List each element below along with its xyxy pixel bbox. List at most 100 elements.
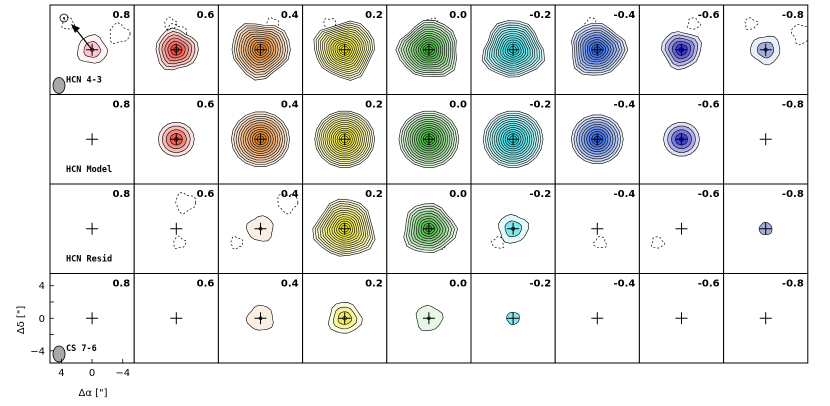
velocity-label: -0.6 bbox=[698, 189, 720, 200]
panel: 0.2 bbox=[302, 94, 388, 185]
negative-contour bbox=[790, 23, 808, 46]
velocity-label: -0.8 bbox=[782, 279, 804, 290]
panel: -0.8 bbox=[723, 183, 809, 274]
velocity-label: -0.8 bbox=[782, 189, 804, 200]
panel: -0.6 bbox=[638, 4, 725, 95]
panel-content bbox=[312, 198, 376, 257]
panel: 0.0 bbox=[386, 4, 472, 95]
panel: 0.8 HCN Model bbox=[49, 94, 135, 185]
center-cross bbox=[591, 222, 604, 235]
panel: 0.4 bbox=[217, 183, 304, 274]
center-cross bbox=[338, 133, 351, 146]
negative-contour bbox=[61, 16, 76, 30]
velocity-label: 0.6 bbox=[197, 100, 215, 111]
center-cross bbox=[507, 43, 520, 56]
row-hcn-resid: 0.8 HCN Resid 0.6 0.4 0.2 0.0 -0.2 -0.4 -0.6 -0.8 bbox=[49, 183, 809, 274]
center-cross bbox=[591, 312, 604, 325]
panel: 0.6 bbox=[133, 273, 219, 364]
panel: -0.4 bbox=[554, 4, 640, 95]
center-cross bbox=[507, 133, 520, 146]
negative-contour bbox=[686, 17, 701, 30]
center-cross bbox=[759, 222, 772, 235]
beam-ellipse bbox=[52, 77, 66, 94]
center-cross bbox=[254, 312, 267, 325]
panel-content bbox=[663, 122, 700, 157]
panel: 0.0 bbox=[386, 94, 472, 185]
velocity-label: -0.8 bbox=[782, 100, 804, 111]
panel: 0.2 bbox=[302, 4, 388, 95]
center-cross bbox=[254, 43, 267, 56]
velocity-label: 0.8 bbox=[112, 189, 130, 200]
center-cross bbox=[86, 222, 99, 235]
center-cross bbox=[675, 312, 688, 325]
negative-contour bbox=[323, 18, 337, 31]
panel: -0.8 bbox=[723, 4, 809, 95]
center-cross bbox=[422, 43, 435, 56]
velocity-label: -0.2 bbox=[529, 10, 551, 21]
velocity-label: 0.8 bbox=[112, 279, 130, 290]
center-cross bbox=[338, 222, 351, 235]
panel-content bbox=[245, 304, 274, 331]
velocity-label: -0.4 bbox=[614, 10, 636, 21]
row-label: HCN Resid bbox=[66, 254, 112, 265]
center-cross bbox=[170, 312, 183, 325]
velocity-label: 0.4 bbox=[281, 10, 299, 21]
panel: -0.2 bbox=[470, 183, 556, 274]
panel-content bbox=[571, 17, 629, 76]
panel: 0.2 bbox=[302, 183, 388, 274]
center-cross bbox=[759, 312, 772, 325]
panel: -0.2 bbox=[470, 94, 556, 185]
panel: 0.8 HCN 4-3 bbox=[49, 4, 135, 95]
center-cross bbox=[254, 133, 267, 146]
velocity-label: 0.4 bbox=[281, 100, 299, 111]
velocity-label: 0.0 bbox=[449, 10, 467, 21]
center-cross bbox=[507, 312, 520, 325]
velocity-label: 0.0 bbox=[449, 279, 467, 290]
x-tick-label: 4 bbox=[58, 368, 64, 379]
negative-contour bbox=[490, 236, 505, 249]
velocity-label: 0.2 bbox=[365, 10, 383, 21]
velocity-label: 0.6 bbox=[197, 279, 215, 290]
velocity-label: 0.0 bbox=[449, 189, 467, 200]
row-label: HCN Model bbox=[66, 165, 112, 175]
negative-contour bbox=[744, 17, 759, 31]
negative-contour bbox=[175, 192, 197, 215]
center-cross bbox=[170, 222, 183, 235]
center-cross bbox=[759, 43, 772, 56]
velocity-label: 0.0 bbox=[449, 100, 467, 111]
panel-content bbox=[395, 17, 457, 77]
center-cross bbox=[591, 43, 604, 56]
negative-contour bbox=[584, 17, 599, 30]
panel-content bbox=[173, 192, 197, 250]
negative-contour bbox=[230, 236, 244, 250]
center-cross bbox=[86, 312, 99, 325]
panel-content bbox=[650, 236, 665, 249]
panel: 0.6 bbox=[133, 4, 219, 95]
center-cross bbox=[338, 43, 351, 56]
negative-contour bbox=[593, 236, 608, 249]
velocity-label: -0.6 bbox=[698, 279, 720, 290]
panel: -0.4 bbox=[554, 94, 640, 185]
velocity-label: 0.6 bbox=[197, 10, 215, 21]
negative-contour bbox=[173, 235, 187, 250]
panel: -0.6 bbox=[638, 273, 725, 364]
panel: -0.4 bbox=[554, 183, 640, 274]
x-axis-label: Δα ["] bbox=[78, 388, 107, 399]
beam-ellipse bbox=[52, 345, 66, 363]
panel: 0.8 CS 7-6 bbox=[49, 273, 135, 364]
center-cross bbox=[170, 133, 183, 146]
panel: 0.6 bbox=[133, 183, 219, 274]
x-tick-label: 0 bbox=[89, 368, 95, 379]
panel: -0.2 bbox=[470, 4, 556, 95]
panel: -0.2 bbox=[470, 273, 556, 364]
center-cross bbox=[675, 43, 688, 56]
center-cross bbox=[170, 43, 183, 56]
negative-contour bbox=[424, 17, 439, 31]
velocity-label: 0.2 bbox=[365, 100, 383, 111]
velocity-label: -0.2 bbox=[529, 189, 551, 200]
y-axis-label: Δδ ["] bbox=[16, 306, 27, 335]
panel: 0.8 HCN Resid bbox=[49, 183, 135, 274]
panel: 0.2 bbox=[302, 273, 388, 364]
center-cross bbox=[86, 133, 99, 146]
